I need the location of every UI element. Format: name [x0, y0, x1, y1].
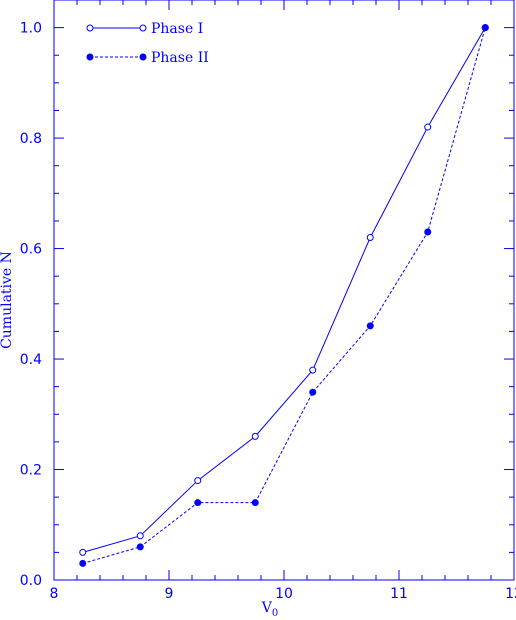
y-tick-label: 0.2	[20, 463, 42, 479]
data-point	[481, 24, 489, 32]
series-2	[79, 24, 489, 567]
data-point	[136, 543, 144, 551]
data-point	[309, 388, 317, 396]
data-point	[309, 366, 317, 374]
data-point	[136, 532, 144, 540]
x-axis-label-main: V	[261, 600, 273, 616]
y-axis-label: Cumulative N	[0, 251, 15, 349]
y-tick-label: 0.6	[20, 242, 42, 258]
y-tick-label: 0.8	[20, 131, 42, 147]
y-tick-label: 1.0	[20, 21, 42, 37]
legend-marker	[86, 24, 94, 32]
legend: Phase I Phase II	[86, 21, 209, 66]
data-point	[194, 477, 202, 485]
legend-label: Phase I	[151, 21, 203, 37]
axis-ticks	[53, 0, 515, 581]
x-tick-label: 10	[275, 586, 293, 602]
x-axis-label-subscript: 0	[272, 608, 278, 619]
data-point	[366, 322, 374, 330]
x-tick-label: 9	[165, 586, 174, 602]
data-point	[424, 228, 432, 236]
series-1	[79, 24, 489, 556]
x-tick-label: 8	[50, 586, 59, 602]
legend-marker	[139, 24, 147, 32]
series-line	[82, 27, 486, 553]
data-point	[366, 234, 374, 242]
data-point	[79, 548, 87, 556]
data-point	[251, 499, 259, 507]
plot-frame	[53, 0, 515, 581]
data-point	[424, 123, 432, 131]
tick-labels: 8 9 10 11 12 0.0 0.2 0.4 0.6 0.8 1.0	[20, 21, 516, 602]
data-point	[194, 499, 202, 507]
series-line	[82, 27, 486, 564]
y-tick-label: 0.4	[20, 352, 42, 368]
data-point	[251, 432, 259, 440]
x-tick-label: 11	[390, 586, 408, 602]
x-tick-label: 12	[505, 586, 516, 602]
data-point	[79, 559, 87, 567]
legend-marker	[86, 53, 94, 61]
legend-marker	[139, 53, 147, 61]
legend-label: Phase II	[151, 50, 209, 66]
series-layer	[79, 24, 489, 567]
x-axis-label: V0	[261, 600, 279, 619]
y-tick-label: 0.0	[20, 573, 42, 589]
